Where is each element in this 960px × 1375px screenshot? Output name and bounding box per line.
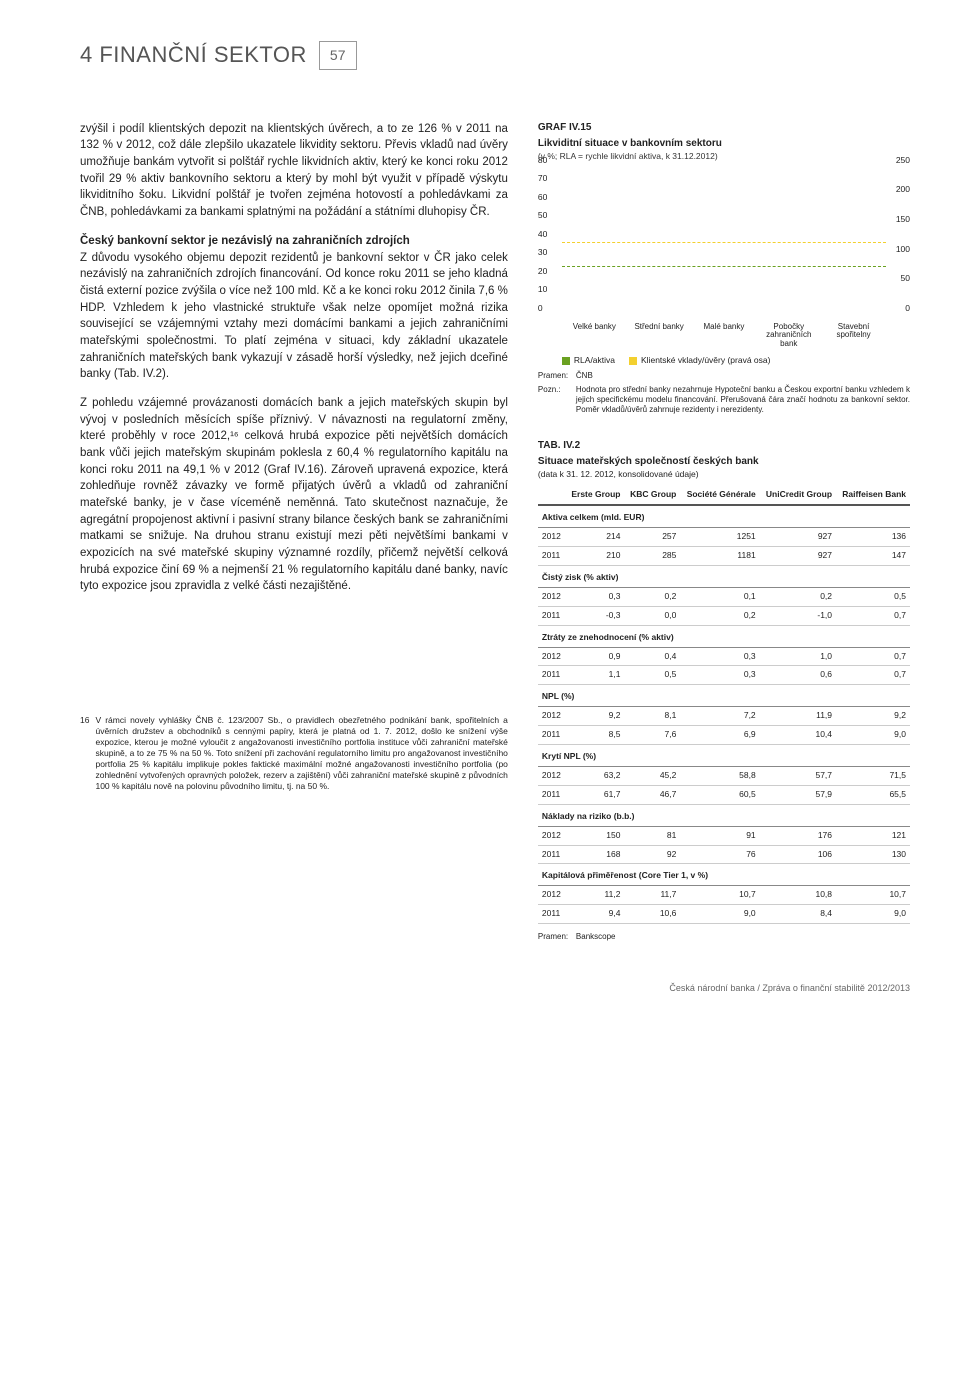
x-axis-labels: Velké bankyStřední bankyMalé bankyPobočk… <box>562 323 886 349</box>
legend-label-ratio: Klientské vklady/úvěry (pravá osa) <box>641 355 770 367</box>
page-header: 4 FINANČNÍ SEKTOR 57 <box>80 40 910 71</box>
chart-iv-15: GRAF IV.15 Likviditní situace v bankovní… <box>538 121 910 415</box>
chart-source: Pramen:ČNB <box>538 371 910 381</box>
table-iv-2: TAB. IV.2 Situace mateřských společností… <box>538 439 910 942</box>
legend-ratio: Klientské vklady/úvěry (pravá osa) <box>629 355 770 367</box>
page-number: 57 <box>319 41 357 71</box>
chart-subtitle: (v %; RLA = rychle likvidní aktiva, k 31… <box>538 151 910 163</box>
sidebar-column: GRAF IV.15 Likviditní situace v bankovní… <box>538 121 910 942</box>
legend-label-rla: RLA/aktiva <box>574 355 615 367</box>
chart-note: Pozn.: Hodnota pro střední banky nezahrn… <box>538 385 910 415</box>
y-axis-left: 01020304050607080 <box>538 173 560 321</box>
legend-rla: RLA/aktiva <box>562 355 615 367</box>
chart-canvas: 01020304050607080 050100150200250 Velké … <box>538 169 910 349</box>
main-text-column: zvýšil i podíl klientských depozit na kl… <box>80 121 508 942</box>
paragraph-2-body: Z důvodu vysokého objemu depozit reziden… <box>80 252 508 381</box>
y-axis-right: 050100150200250 <box>888 173 910 321</box>
table-title: Situace mateřských společností českých b… <box>538 455 910 469</box>
table-label: TAB. IV.2 <box>538 439 910 453</box>
paragraph-2-heading: Český bankovní sektor je nezávislý na za… <box>80 235 410 247</box>
page-footer: Česká národní banka / Zpráva o finanční … <box>80 982 910 995</box>
paragraph-3: Z pohledu vzájemné provázanosti domácích… <box>80 395 508 595</box>
chart-legend: RLA/aktiva Klientské vklady/úvěry (pravá… <box>562 355 910 367</box>
legend-swatch-rla <box>562 357 570 365</box>
footnote-16: 16 V rámci novely vyhlášky ČNB č. 123/20… <box>80 715 508 792</box>
section-title: 4 FINANČNÍ SEKTOR <box>80 40 307 71</box>
legend-swatch-ratio <box>629 357 637 365</box>
paragraph-2: Český bankovní sektor je nezávislý na za… <box>80 233 508 383</box>
footnote-number: 16 <box>80 715 89 792</box>
data-table: Erste GroupKBC GroupSociété GénéraleUniC… <box>538 486 910 924</box>
chart-label: GRAF IV.15 <box>538 121 910 135</box>
table-source: Pramen:Bankscope <box>538 932 910 942</box>
paragraph-1: zvýšil i podíl klientských depozit na kl… <box>80 121 508 221</box>
table-subtitle: (data k 31. 12. 2012, konsolidované údaj… <box>538 469 910 481</box>
chart-title: Likviditní situace v bankovním sektoru <box>538 137 910 151</box>
chart-plot-area <box>562 173 886 321</box>
footnote-text: V rámci novely vyhlášky ČNB č. 123/2007 … <box>95 715 507 792</box>
